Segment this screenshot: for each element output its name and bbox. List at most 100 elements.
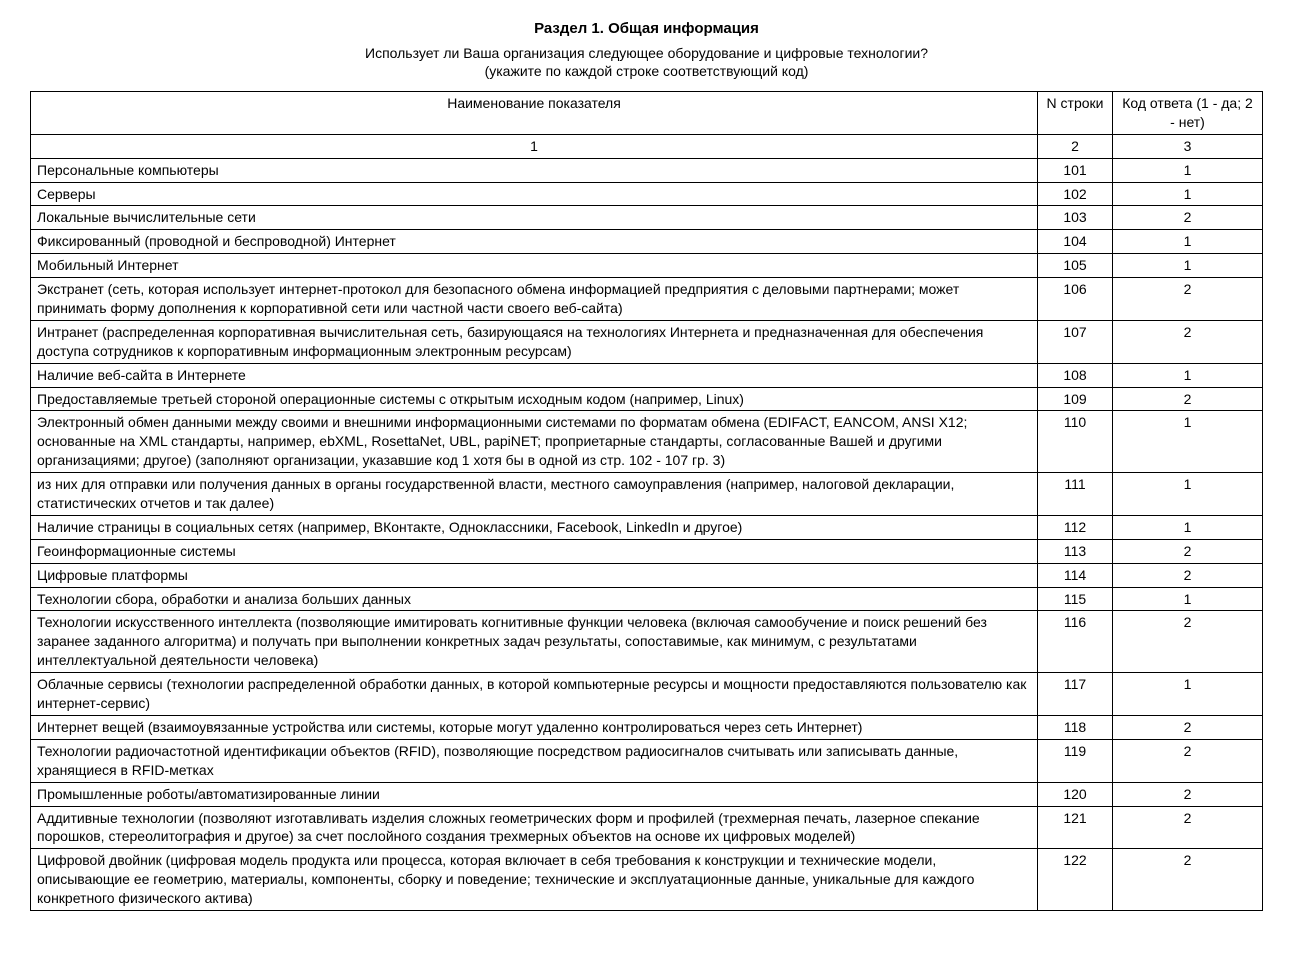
cell-line: 121 — [1038, 806, 1113, 849]
cell-line: 111 — [1038, 473, 1113, 516]
cell-name: Персональные компьютеры — [31, 158, 1038, 182]
cell-code: 2 — [1113, 206, 1263, 230]
cell-line: 107 — [1038, 320, 1113, 363]
cell-line: 101 — [1038, 158, 1113, 182]
cell-code: 2 — [1113, 849, 1263, 911]
cell-code: 2 — [1113, 806, 1263, 849]
cell-line: 108 — [1038, 363, 1113, 387]
table-row: Промышленные роботы/автоматизированные л… — [31, 782, 1263, 806]
table-row: Аддитивные технологии (позволяют изготав… — [31, 806, 1263, 849]
cell-name: Технологии сбора, обработки и анализа бо… — [31, 587, 1038, 611]
cell-name: Наличие страницы в социальных сетях (нап… — [31, 515, 1038, 539]
table-row: Интернет вещей (взаимоувязанные устройст… — [31, 715, 1263, 739]
cell-line: 105 — [1038, 254, 1113, 278]
cell-code: 1 — [1113, 182, 1263, 206]
instruction-text: (укажите по каждой строке соответствующи… — [30, 63, 1263, 79]
cell-line: 103 — [1038, 206, 1113, 230]
cell-line: 118 — [1038, 715, 1113, 739]
cell-line: 106 — [1038, 278, 1113, 321]
table-row: Технологии искусственного интеллекта (по… — [31, 611, 1263, 673]
cell-name: Технологии искусственного интеллекта (по… — [31, 611, 1038, 673]
cell-code: 2 — [1113, 782, 1263, 806]
cell-code: 2 — [1113, 320, 1263, 363]
cell-code: 1 — [1113, 158, 1263, 182]
col-header-code: Код ответа (1 - да; 2 - нет) — [1113, 92, 1263, 135]
cell-line: 120 — [1038, 782, 1113, 806]
cell-code: 1 — [1113, 515, 1263, 539]
section-title: Раздел 1. Общая информация — [30, 20, 1263, 37]
cell-line: 112 — [1038, 515, 1113, 539]
cell-line: 102 — [1038, 182, 1113, 206]
cell-line: 114 — [1038, 563, 1113, 587]
table-row: Интранет (распределенная корпоративная в… — [31, 320, 1263, 363]
cell-line: 109 — [1038, 387, 1113, 411]
cell-name: Промышленные роботы/автоматизированные л… — [31, 782, 1038, 806]
cell-code: 1 — [1113, 673, 1263, 716]
table-header-row: Наименование показателя N строки Код отв… — [31, 92, 1263, 135]
col-header-name: Наименование показателя — [31, 92, 1038, 135]
cell-name: Фиксированный (проводной и беспроводной)… — [31, 230, 1038, 254]
table-row: из них для отправки или получения данных… — [31, 473, 1263, 516]
cell-name: Облачные сервисы (технологии распределен… — [31, 673, 1038, 716]
table-row: Облачные сервисы (технологии распределен… — [31, 673, 1263, 716]
table-row: Электронный обмен данными между своими и… — [31, 411, 1263, 473]
cell-name: Цифровой двойник (цифровая модель продук… — [31, 849, 1038, 911]
cell-name: Электронный обмен данными между своими и… — [31, 411, 1038, 473]
table-row: Наличие страницы в социальных сетях (нап… — [31, 515, 1263, 539]
cell-line: 122 — [1038, 849, 1113, 911]
table-row: Персональные компьютеры1011 — [31, 158, 1263, 182]
cell-code: 2 — [1113, 739, 1263, 782]
cell-name: Интернет вещей (взаимоувязанные устройст… — [31, 715, 1038, 739]
col-header-line: N строки — [1038, 92, 1113, 135]
cell-name: Предоставляемые третьей стороной операци… — [31, 387, 1038, 411]
cell-code: 1 — [1113, 473, 1263, 516]
cell-code: 2 — [1113, 539, 1263, 563]
col-number-name: 1 — [31, 134, 1038, 158]
cell-code: 2 — [1113, 563, 1263, 587]
table-body: Персональные компьютеры1011Серверы1021Ло… — [31, 158, 1263, 910]
cell-line: 115 — [1038, 587, 1113, 611]
cell-name: Аддитивные технологии (позволяют изготав… — [31, 806, 1038, 849]
table-row: Технологии радиочастотной идентификации … — [31, 739, 1263, 782]
cell-name: Геоинформационные системы — [31, 539, 1038, 563]
table-row: Цифровой двойник (цифровая модель продук… — [31, 849, 1263, 911]
cell-line: 113 — [1038, 539, 1113, 563]
cell-code: 1 — [1113, 363, 1263, 387]
cell-code: 1 — [1113, 587, 1263, 611]
cell-line: 119 — [1038, 739, 1113, 782]
cell-line: 104 — [1038, 230, 1113, 254]
question-text: Использует ли Ваша организация следующее… — [30, 45, 1263, 61]
cell-code: 2 — [1113, 611, 1263, 673]
cell-line: 117 — [1038, 673, 1113, 716]
table-row: Цифровые платформы1142 — [31, 563, 1263, 587]
cell-code: 1 — [1113, 254, 1263, 278]
col-number-code: 3 — [1113, 134, 1263, 158]
cell-name: Наличие веб-сайта в Интернете — [31, 363, 1038, 387]
indicators-table: Наименование показателя N строки Код отв… — [30, 91, 1263, 911]
cell-line: 116 — [1038, 611, 1113, 673]
table-row: Мобильный Интернет1051 — [31, 254, 1263, 278]
cell-code: 1 — [1113, 230, 1263, 254]
cell-code: 2 — [1113, 278, 1263, 321]
table-row: Наличие веб-сайта в Интернете1081 — [31, 363, 1263, 387]
cell-code: 2 — [1113, 387, 1263, 411]
cell-code: 2 — [1113, 715, 1263, 739]
cell-name: Технологии радиочастотной идентификации … — [31, 739, 1038, 782]
table-row: Технологии сбора, обработки и анализа бо… — [31, 587, 1263, 611]
cell-name: Серверы — [31, 182, 1038, 206]
table-row: Локальные вычислительные сети1032 — [31, 206, 1263, 230]
table-row: Предоставляемые третьей стороной операци… — [31, 387, 1263, 411]
cell-line: 110 — [1038, 411, 1113, 473]
table-row: Геоинформационные системы1132 — [31, 539, 1263, 563]
cell-name: Мобильный Интернет — [31, 254, 1038, 278]
cell-name: Цифровые платформы — [31, 563, 1038, 587]
cell-name: Экстранет (сеть, которая использует инте… — [31, 278, 1038, 321]
cell-name: Интранет (распределенная корпоративная в… — [31, 320, 1038, 363]
table-row: Серверы1021 — [31, 182, 1263, 206]
col-number-line: 2 — [1038, 134, 1113, 158]
cell-code: 1 — [1113, 411, 1263, 473]
cell-name: из них для отправки или получения данных… — [31, 473, 1038, 516]
table-number-row: 1 2 3 — [31, 134, 1263, 158]
table-row: Экстранет (сеть, которая использует инте… — [31, 278, 1263, 321]
cell-name: Локальные вычислительные сети — [31, 206, 1038, 230]
